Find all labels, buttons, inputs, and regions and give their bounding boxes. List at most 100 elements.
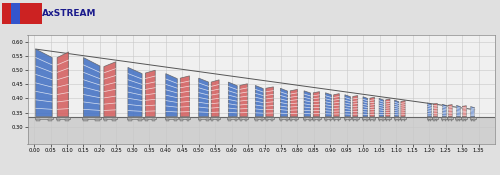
Bar xyxy=(353,119,354,121)
Polygon shape xyxy=(240,84,248,117)
Bar xyxy=(20,3,42,24)
Bar xyxy=(345,119,346,121)
Bar xyxy=(330,119,332,121)
Polygon shape xyxy=(456,106,460,117)
Bar xyxy=(165,117,178,119)
Bar xyxy=(152,119,155,121)
Bar xyxy=(304,119,306,121)
Bar xyxy=(324,117,332,119)
Polygon shape xyxy=(280,88,287,117)
Bar xyxy=(448,117,453,119)
Bar xyxy=(456,117,462,119)
Bar xyxy=(66,119,68,121)
Polygon shape xyxy=(57,52,68,117)
Bar xyxy=(334,119,335,121)
Polygon shape xyxy=(166,74,177,117)
Bar xyxy=(462,117,468,119)
Bar xyxy=(198,119,202,121)
Bar xyxy=(318,119,320,121)
Bar xyxy=(289,117,298,119)
Bar xyxy=(386,119,387,121)
Polygon shape xyxy=(290,89,298,117)
Bar xyxy=(362,117,368,119)
Bar xyxy=(400,117,406,119)
Bar xyxy=(82,117,101,119)
Bar xyxy=(456,119,458,121)
Polygon shape xyxy=(462,106,466,117)
Bar xyxy=(234,119,237,121)
Bar xyxy=(344,117,352,119)
Polygon shape xyxy=(146,70,155,117)
Bar xyxy=(144,117,156,119)
Bar xyxy=(103,117,117,119)
Polygon shape xyxy=(334,94,340,117)
Bar xyxy=(104,119,107,121)
Polygon shape xyxy=(345,95,350,117)
Polygon shape xyxy=(211,80,219,117)
Bar xyxy=(430,119,432,121)
Polygon shape xyxy=(428,103,432,117)
Polygon shape xyxy=(104,62,116,117)
Bar xyxy=(280,119,282,121)
Polygon shape xyxy=(266,87,274,117)
Bar xyxy=(56,117,70,119)
Bar xyxy=(462,119,464,121)
Bar xyxy=(206,119,208,121)
Bar xyxy=(2,3,24,24)
Polygon shape xyxy=(448,105,452,117)
Text: AxSTREAM: AxSTREAM xyxy=(42,9,96,18)
Bar xyxy=(112,119,116,121)
Bar xyxy=(198,117,209,119)
Bar xyxy=(366,119,368,121)
Bar xyxy=(180,119,183,121)
Polygon shape xyxy=(84,58,100,117)
Polygon shape xyxy=(386,99,390,117)
Bar xyxy=(382,119,384,121)
Bar xyxy=(442,119,444,121)
Bar xyxy=(228,117,238,119)
Bar xyxy=(34,117,53,119)
Bar xyxy=(57,119,60,121)
Bar xyxy=(48,119,52,121)
Bar xyxy=(286,119,288,121)
Bar xyxy=(356,119,358,121)
Bar xyxy=(128,119,132,121)
Bar xyxy=(180,117,190,119)
Polygon shape xyxy=(304,91,310,117)
Polygon shape xyxy=(434,103,438,117)
Polygon shape xyxy=(256,85,263,117)
Bar xyxy=(211,119,214,121)
Bar xyxy=(442,117,448,119)
Bar xyxy=(246,119,248,121)
Bar xyxy=(404,119,405,121)
Bar xyxy=(290,119,292,121)
Bar xyxy=(36,119,41,121)
Bar xyxy=(11,3,33,24)
Bar xyxy=(384,117,391,119)
Bar xyxy=(28,117,495,144)
Bar xyxy=(373,119,374,121)
Bar xyxy=(296,119,298,121)
Bar xyxy=(266,119,268,121)
Polygon shape xyxy=(314,92,320,117)
Bar xyxy=(187,119,190,121)
Bar xyxy=(314,119,315,121)
Bar xyxy=(436,119,438,121)
Bar xyxy=(451,119,452,121)
Bar xyxy=(228,119,231,121)
Bar xyxy=(401,119,402,121)
Bar xyxy=(369,117,376,119)
Polygon shape xyxy=(363,97,368,117)
Bar xyxy=(363,119,364,121)
Bar xyxy=(470,117,476,119)
Bar xyxy=(352,117,358,119)
Bar xyxy=(280,117,288,119)
Polygon shape xyxy=(401,101,405,117)
Bar xyxy=(312,117,320,119)
Bar xyxy=(138,119,142,121)
Bar xyxy=(174,119,178,121)
Polygon shape xyxy=(353,96,358,117)
Bar xyxy=(261,119,263,121)
Bar xyxy=(338,119,340,121)
Bar xyxy=(379,119,380,121)
